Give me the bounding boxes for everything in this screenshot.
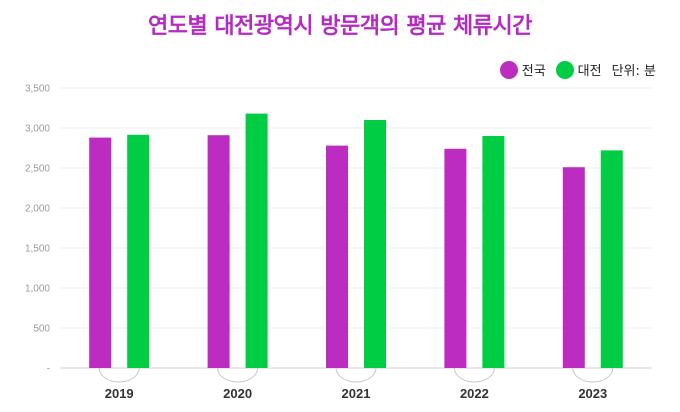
legend-swatch-national (499, 60, 518, 79)
bar-national-2021 (326, 145, 348, 368)
chart-title: 연도별 대전광역시 방문객의 평균 체류시간 (148, 14, 532, 39)
x-tick-label: 2019 (105, 386, 134, 401)
unit-note: 단위: 분 (611, 64, 656, 79)
bar-daejeon-2021 (364, 120, 386, 368)
category-arc (335, 367, 377, 383)
bar-daejeon-2019 (127, 134, 150, 368)
y-tick-label: 500 (33, 324, 50, 335)
x-tick-label: 2021 (342, 386, 371, 401)
bar-national-2022 (444, 148, 467, 368)
legend-item-national: 전국 (499, 60, 546, 79)
legend: 전국 대전 단위: 분 (499, 60, 656, 79)
bar-national-2019 (89, 137, 112, 368)
bar-national-2020 (207, 135, 230, 368)
category-arc (453, 367, 495, 383)
category-arc (572, 367, 614, 383)
bar-daejeon-2022 (482, 136, 505, 368)
bar-daejeon-2020 (245, 113, 268, 368)
y-tick-label: 1,500 (25, 244, 50, 255)
y-tick-label: 2,500 (25, 164, 50, 175)
category-arc (98, 367, 140, 383)
y-tick-label: 1,000 (25, 284, 50, 295)
x-tick-label: 2022 (460, 386, 489, 401)
legend-label-daejeon: 대전 (577, 64, 602, 79)
legend-item-daejeon: 대전 (555, 60, 602, 79)
y-tick-label: - (47, 364, 50, 375)
bar-national-2023 (562, 167, 585, 368)
y-tick-label: 2,000 (25, 204, 50, 215)
x-tick-label: 2023 (578, 386, 607, 401)
category-arc (217, 367, 259, 383)
legend-label-national: 전국 (521, 64, 546, 79)
legend-swatch-daejeon (555, 60, 574, 79)
x-tick-label: 2020 (223, 386, 252, 401)
y-tick-label: 3,000 (25, 124, 50, 135)
y-tick-label: 3,500 (25, 84, 50, 95)
bar-daejeon-2023 (600, 150, 623, 368)
